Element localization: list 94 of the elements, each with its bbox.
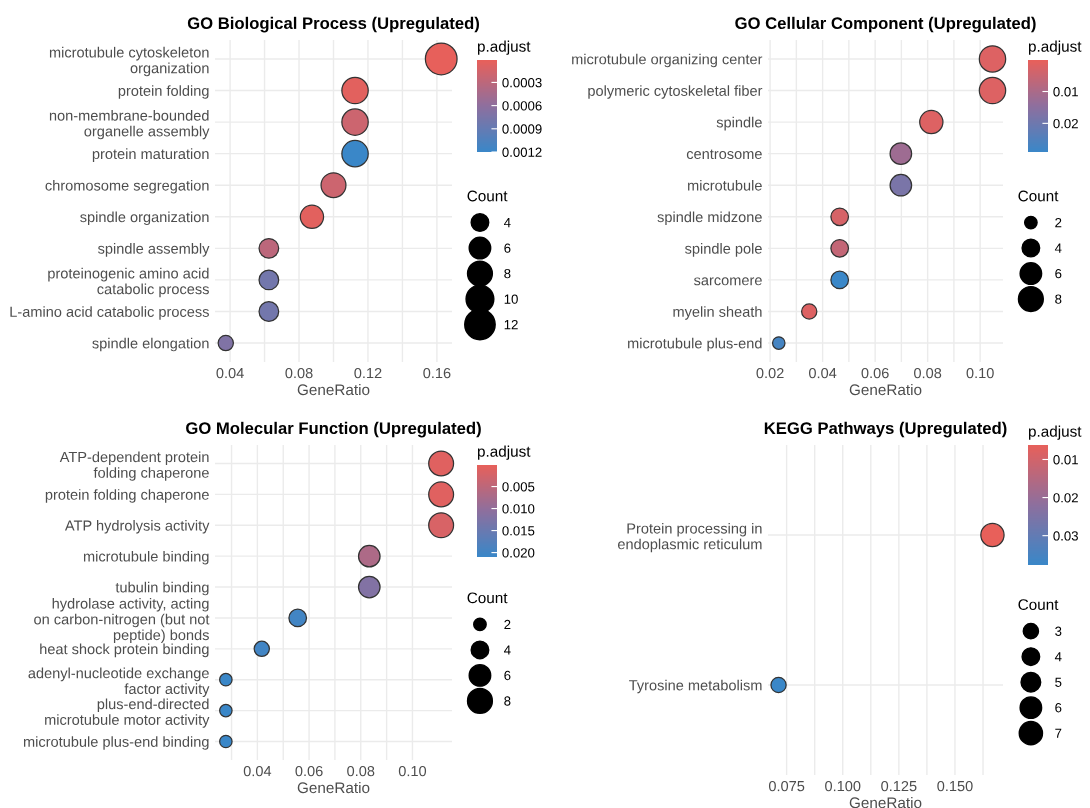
x-tick-label: 0.06 [295, 765, 323, 777]
x-axis-title: GeneRatio [849, 383, 922, 396]
legend-label: 8 [504, 268, 511, 279]
y-tick-label: microtubule [688, 179, 762, 191]
y-tick-label: non-membrane-bounded organelle assembly [49, 110, 210, 140]
color-bar-label: 0.0006 [502, 101, 542, 111]
y-tick-label: spindle organization [80, 211, 209, 226]
color-bar-label: 0.005 [502, 482, 535, 492]
legend-label: 6 [504, 243, 511, 253]
color-bar-label: 0.015 [502, 526, 535, 536]
color-bar-label: 0.020 [502, 548, 535, 558]
legend-label: 6 [504, 670, 511, 681]
y-tick-label: protein folding [118, 85, 209, 99]
legend-label: 10 [504, 294, 518, 304]
x-tick-label: 0.08 [285, 367, 313, 379]
y-tick-label: Tyrosine metabolism [629, 679, 762, 694]
y-tick-label: microtubule binding [83, 550, 209, 565]
legend-label: 5 [1055, 677, 1062, 687]
y-tick-label: heat shock protein binding [40, 643, 209, 658]
color-bar-label: 0.010 [502, 504, 535, 514]
color-bar-title: p.adjust [477, 40, 531, 55]
legend-title: Count [1018, 190, 1059, 202]
y-tick-label: centrosome [686, 149, 762, 160]
color-bar-label: 0.0003 [502, 77, 542, 88]
x-axis-title: GeneRatio [297, 383, 370, 396]
legend-label: 4 [1054, 652, 1062, 662]
y-tick-label: microtubule organizing center [572, 53, 763, 68]
color-bar-label: 0.02 [1053, 493, 1078, 503]
legend-label: 4 [504, 645, 511, 655]
color-bar-label: 0.0009 [502, 124, 542, 134]
legend-label: 8 [1055, 294, 1062, 304]
legend-label: 2 [1055, 217, 1062, 228]
y-tick-label: plus-end-directed microtubule motor activity [45, 698, 210, 728]
legend-label: 4 [504, 218, 511, 228]
color-bar-title: p.adjust [1028, 425, 1082, 440]
legend-label: 2 [504, 619, 511, 630]
color-bar-title: p.adjust [1028, 40, 1082, 55]
legend-title: Count [467, 190, 508, 202]
x-tick-label: 0.075 [768, 780, 805, 792]
y-tick-label: microtubule plus-end binding [23, 736, 209, 750]
legend-label: 12 [504, 319, 518, 330]
y-tick-label: ATP-dependent protein folding chaperone [59, 451, 209, 481]
y-tick-label: myelin sheath [673, 306, 762, 320]
x-tick-label: 0.10 [966, 367, 994, 379]
color-bar-label: 0.01 [1053, 455, 1078, 465]
y-tick-label: tubulin binding [115, 581, 209, 596]
x-tick-label: 0.150 [937, 780, 973, 792]
legend-label: 3 [1055, 626, 1062, 636]
x-tick-label: 0.100 [825, 780, 861, 792]
y-tick-label: microtubule plus-end [628, 337, 762, 352]
x-axis-title: GeneRatio [849, 796, 922, 808]
x-axis-title: GeneRatio [297, 781, 370, 794]
y-tick-label: spindle elongation [92, 337, 209, 352]
x-tick-label: 0.125 [881, 780, 917, 792]
color-bar-title: p.adjust [477, 445, 531, 460]
y-tick-label: sarcomere [693, 277, 762, 286]
y-tick-label: spindle [716, 116, 762, 131]
chart-title: GO Biological Process (Upregulated) [187, 16, 480, 33]
x-tick-label: 0.04 [216, 367, 244, 379]
y-tick-label: Protein processing in endoplasmic reticulum [617, 522, 762, 553]
legend-label: 6 [1055, 703, 1062, 713]
x-tick-label: 0.16 [423, 367, 451, 379]
y-tick-label: spindle pole [685, 243, 762, 257]
x-tick-label: 0.08 [914, 367, 942, 379]
x-tick-label: 0.04 [243, 765, 272, 777]
x-tick-label: 0.12 [354, 367, 382, 379]
x-tick-label: 0.06 [861, 367, 889, 379]
color-bar-label: 0.0012 [502, 147, 542, 157]
legend-title: Count [467, 592, 508, 604]
chart-title: KEGG Pathways (Upregulated) [764, 421, 1007, 438]
x-tick-label: 0.04 [808, 367, 837, 379]
color-bar-label: 0.03 [1053, 531, 1078, 541]
y-tick-label: polymeric cytoskeletal fiber [588, 85, 763, 99]
y-tick-label: chromosome segregation [45, 179, 209, 194]
x-tick-label: 0.02 [756, 367, 784, 379]
legend-label: 4 [1054, 243, 1062, 253]
legend-title: Count [1018, 599, 1059, 610]
y-tick-label: L-amino acid catabolic process [10, 306, 209, 320]
chart-title: GO Molecular Function (Upregulated) [186, 421, 481, 438]
x-tick-label: 0.08 [347, 765, 375, 777]
y-tick-label: protein folding chaperone [45, 489, 209, 503]
legend-label: 7 [1055, 728, 1062, 738]
color-bar-label: 0.02 [1053, 118, 1078, 129]
x-tick-label: 0.10 [398, 765, 427, 777]
y-tick-label: protein maturation [92, 148, 209, 162]
y-tick-label: spindle assembly [98, 243, 210, 257]
color-bar-label: 0.01 [1053, 87, 1078, 97]
legend-label: 6 [1055, 268, 1062, 279]
y-tick-label: spindle midzone [657, 211, 762, 226]
y-tick-label: ATP hydrolysis activity [64, 520, 210, 534]
y-tick-label: proteinogenic amino acid catabolic process [48, 267, 209, 298]
chart-title: GO Cellular Component (Upregulated) [735, 16, 1036, 33]
y-tick-label: microtubule cytoskeleton organization [49, 46, 209, 77]
legend-label: 8 [504, 696, 511, 706]
